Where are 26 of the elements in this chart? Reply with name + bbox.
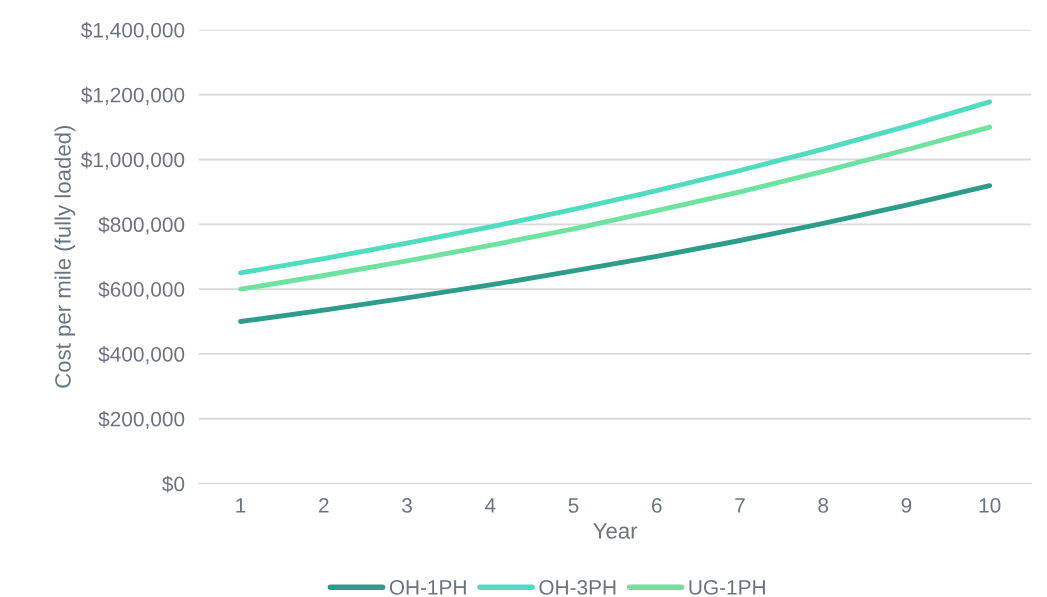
x-tick-label: 3 [402, 498, 412, 513]
x-tick-label: 7 [735, 498, 745, 513]
y-tick-label: $1,000,000 [81, 151, 185, 170]
x-tick-label: 10 [979, 498, 1001, 513]
x-axis-title: Year [593, 523, 638, 539]
y-tick-label: $200,000 [98, 410, 185, 429]
x-tick-label: 2 [319, 498, 329, 513]
x-tick-label: 1 [236, 498, 246, 513]
line-series [238, 183, 993, 324]
y-tick-label: $400,000 [98, 346, 185, 365]
x-tick-label: 6 [652, 498, 662, 513]
line-series [238, 124, 993, 292]
x-tick-label: 8 [818, 498, 829, 513]
line-series [238, 99, 993, 276]
x-tick-label: 4 [484, 498, 496, 513]
x-tick-label: 5 [568, 498, 579, 513]
y-tick-label: $0 [162, 475, 185, 493]
legend-label: OH-3PH [539, 580, 616, 595]
y-tick-label: $600,000 [98, 281, 185, 300]
legend-label: UG-1PH [689, 580, 765, 595]
y-tick-label: $800,000 [98, 216, 185, 235]
y-tick-label: $1,400,000 [81, 21, 185, 41]
x-tick-label: 9 [901, 498, 912, 513]
y-tick-label: $1,200,000 [81, 86, 185, 105]
y-axis-title: Cost per mile (fully loaded) [54, 125, 76, 388]
legend-label: OH-1PH [389, 580, 466, 595]
